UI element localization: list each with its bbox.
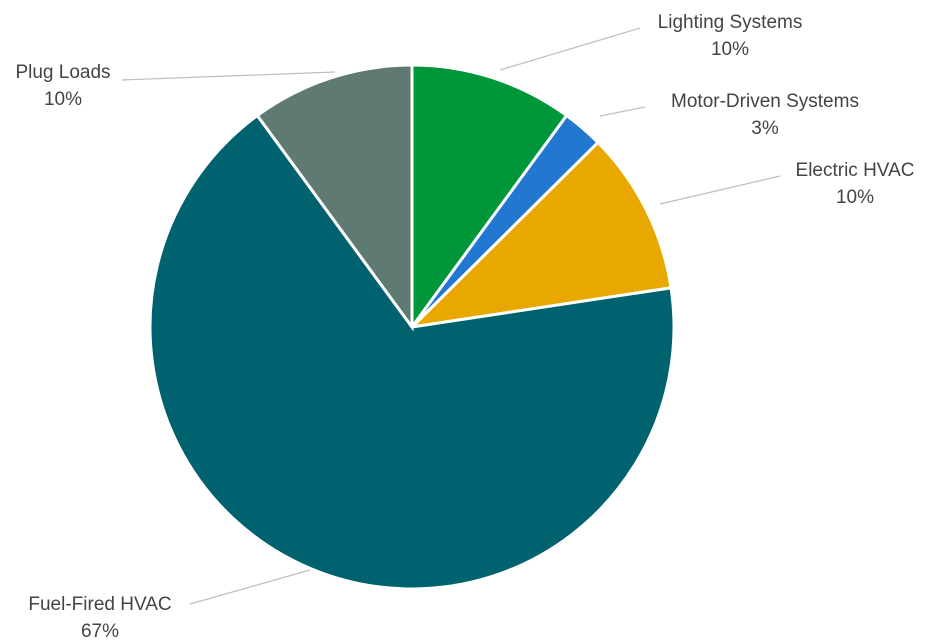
slice-percent-motor-driven-systems: 3% — [751, 118, 779, 139]
leader-line-electric-hvac — [660, 176, 780, 204]
slice-name-electric-hvac: Electric HVAC — [796, 160, 915, 181]
leader-line-fuel-fired-hvac — [190, 570, 310, 604]
slice-percent-lighting-systems: 10% — [711, 39, 749, 60]
slice-percent-plug-loads: 10% — [44, 89, 82, 110]
leader-line-plug-loads — [122, 72, 335, 80]
leader-line-motor-driven-systems — [600, 107, 645, 116]
slice-name-motor-driven-systems: Motor-Driven Systems — [671, 91, 859, 112]
slice-percent-fuel-fired-hvac: 67% — [81, 621, 119, 642]
leader-line-lighting-systems — [500, 28, 640, 70]
pie-slices — [150, 65, 674, 589]
slice-name-plug-loads: Plug Loads — [15, 62, 110, 83]
slice-name-fuel-fired-hvac: Fuel-Fired HVAC — [28, 594, 171, 615]
slice-name-lighting-systems: Lighting Systems — [658, 12, 803, 33]
slice-percent-electric-hvac: 10% — [836, 187, 874, 208]
